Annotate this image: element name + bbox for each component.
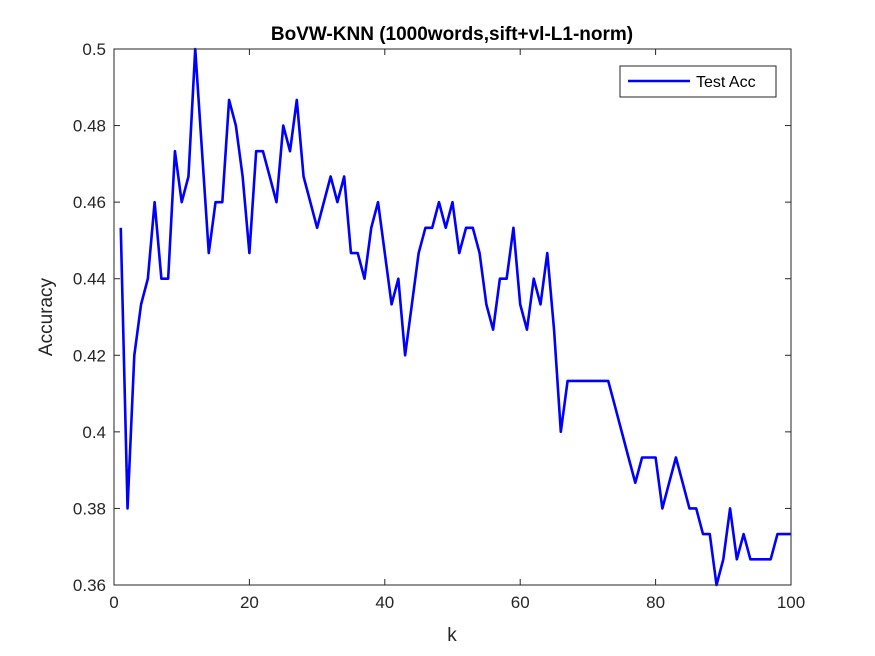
legend-box [619, 65, 777, 98]
series-points [120, 48, 792, 586]
chart-title: BoVW-KNN (1000words,sift+vl-L1-norm) [271, 24, 633, 45]
y-tick-label: 0.38 [73, 499, 106, 518]
x-tick-label: 20 [240, 593, 259, 612]
y-tick-label: 0.46 [73, 193, 106, 212]
series-line-test-acc [119, 47, 791, 587]
x-axis-label: k [447, 625, 457, 646]
x-tick-label: 100 [777, 593, 805, 612]
legend-entry-test-acc: Test Acc [696, 74, 756, 91]
y-tick-label: 0.48 [73, 117, 106, 136]
x-tick-label: 60 [511, 593, 530, 612]
y-tick-label: 0.36 [73, 576, 106, 595]
y-tick-label: 0.44 [73, 270, 106, 289]
y-tick-label: 0.4 [82, 423, 106, 442]
y-axis-label: Accuracy [36, 277, 57, 356]
axes-box [113, 48, 792, 586]
x-tick-label: 0 [109, 593, 118, 612]
y-tick-label: 0.42 [73, 346, 106, 365]
x-tick-label: 80 [646, 593, 665, 612]
y-tick-label: 0.5 [82, 40, 106, 59]
x-tick-label: 40 [375, 593, 394, 612]
axis-tick-labels: 0 20 40 60 80 100 0.36 0.38 0.4 0.42 0.44 0.46 0.48 0… [73, 40, 805, 612]
legend: Test Acc [619, 65, 777, 98]
